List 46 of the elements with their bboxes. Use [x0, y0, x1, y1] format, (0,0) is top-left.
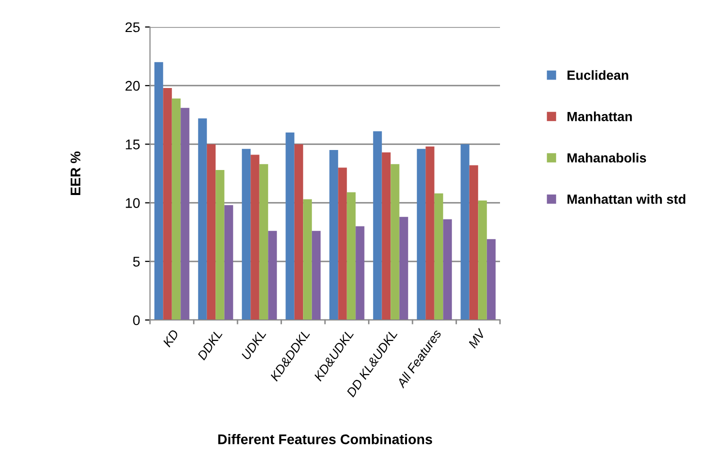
x-axis-title: Different Features Combinations — [218, 434, 432, 444]
bar — [198, 118, 207, 320]
y-tick-label: 5 — [133, 256, 140, 267]
x-tick-label: KD — [162, 328, 180, 348]
bar — [443, 219, 452, 320]
bar — [286, 132, 294, 320]
bar — [303, 199, 312, 320]
bar — [346, 192, 356, 320]
bar — [356, 226, 364, 320]
bar — [382, 152, 391, 320]
y-tick-label: 0 — [133, 315, 140, 326]
bar — [259, 164, 268, 320]
bar — [373, 131, 382, 320]
legend-label: Euclidean — [568, 70, 628, 80]
legend-label: Manhattan — [568, 112, 632, 122]
bar — [172, 98, 181, 320]
bar — [163, 88, 172, 320]
bar — [486, 239, 496, 320]
bar — [268, 230, 277, 320]
bar — [242, 148, 251, 320]
bar — [390, 164, 400, 320]
bar — [180, 108, 190, 320]
y-tick-label: 10 — [126, 198, 140, 208]
bar — [206, 144, 216, 320]
bar — [312, 230, 321, 320]
bar — [416, 148, 426, 320]
bar — [434, 193, 444, 320]
bar — [294, 144, 304, 320]
y-tick-label: 15 — [126, 140, 140, 150]
bar — [460, 144, 470, 320]
x-tick-label: MV — [468, 328, 486, 349]
bar — [216, 170, 224, 320]
bar — [329, 150, 338, 320]
bar — [338, 168, 347, 320]
legend-label: Manhattan with std — [568, 194, 686, 204]
y-tick-label: 20 — [126, 80, 140, 91]
y-tick-label: 25 — [126, 22, 140, 32]
bar — [224, 205, 234, 320]
bar — [478, 200, 487, 320]
legend-label: Mahanabolis — [568, 152, 646, 163]
bar — [154, 62, 164, 320]
bar — [426, 146, 434, 320]
y-axis-title: EER % — [70, 151, 80, 195]
bar — [469, 165, 478, 320]
bar — [250, 154, 260, 320]
bar — [399, 216, 408, 320]
